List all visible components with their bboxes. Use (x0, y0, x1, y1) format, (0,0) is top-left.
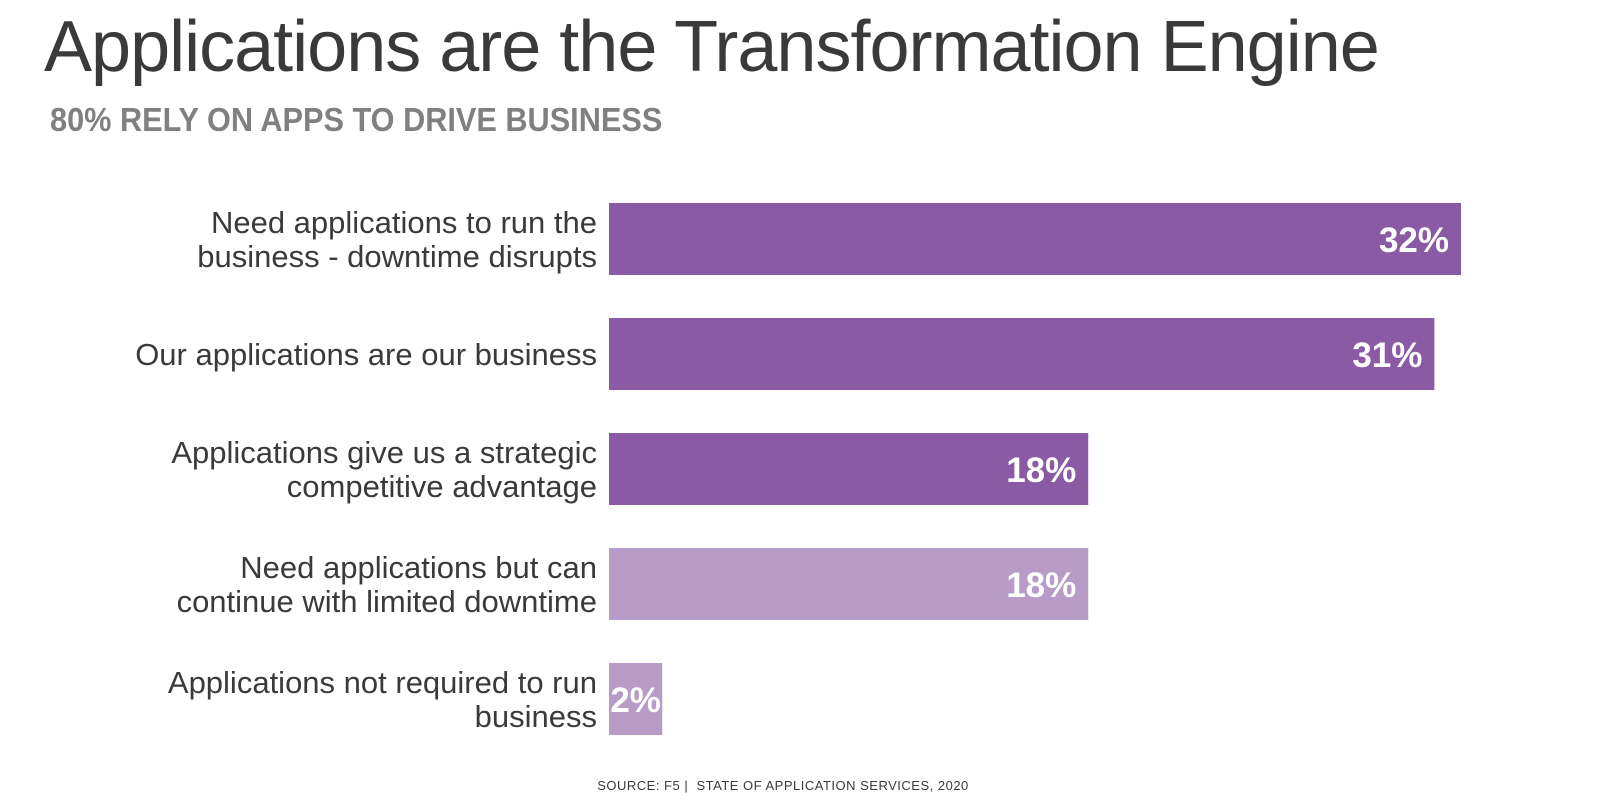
source-text: STATE OF APPLICATION SERVICES, 2020 (696, 778, 969, 793)
source-note: SOURCE: F5 | STATE OF APPLICATION SERVIC… (0, 778, 1583, 793)
slide-subtitle: 80% RELY ON APPS TO DRIVE BUSINESS (50, 101, 663, 138)
slide-title: Applications are the Transformation Engi… (44, 7, 1380, 87)
source-prefix: SOURCE: F5 (597, 778, 681, 793)
bar-value-label: 32% (1379, 221, 1449, 260)
bar-1 (609, 203, 1461, 275)
category-label: Our applications are our business (135, 337, 597, 372)
bar-4 (609, 548, 1089, 620)
bar-5 (609, 663, 663, 735)
category-label: continue with limited downtime (177, 584, 597, 619)
bar-2 (609, 318, 1435, 390)
category-label: business (475, 699, 597, 734)
bar-value-label: 2% (610, 681, 661, 720)
source-separator: | (684, 778, 689, 793)
bar-value-label: 31% (1352, 336, 1422, 375)
category-label: Applications not required to run (168, 665, 597, 700)
category-label: Need applications but can (240, 550, 597, 585)
bar-value-label: 18% (1006, 566, 1076, 605)
bar-value-label: 18% (1006, 451, 1076, 490)
category-label: Applications give us a strategic (171, 435, 597, 470)
category-label: competitive advantage (287, 469, 597, 504)
bar-3 (609, 433, 1089, 505)
category-label: business - downtime disrupts (197, 239, 597, 274)
category-label: Need applications to run the (211, 205, 597, 240)
